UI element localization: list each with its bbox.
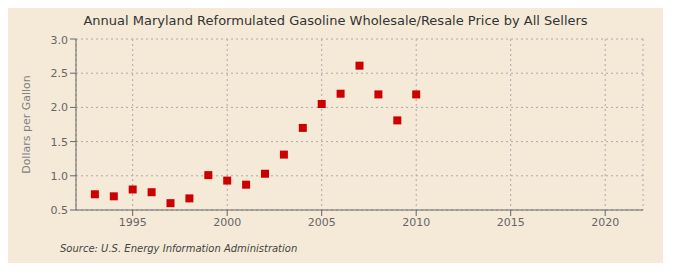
svg-text:2.0: 2.0 — [51, 101, 69, 114]
html-text:Annual Maryland Reformulated G: Annual Maryland Reformulated Gasoline Wh… — [83, 13, 588, 28]
svg-text:2020: 2020 — [591, 216, 619, 229]
svg-text:2010: 2010 — [402, 216, 430, 229]
svg-text:1.0: 1.0 — [51, 170, 69, 183]
svg-text:2015: 2015 — [497, 216, 525, 229]
svg-text:2.5: 2.5 — [51, 67, 69, 80]
svg-text:0.5: 0.5 — [51, 204, 69, 217]
svg-text:1995: 1995 — [119, 216, 147, 229]
svg-text:2005: 2005 — [308, 216, 336, 229]
svg-text:2000: 2000 — [213, 216, 241, 229]
html-text:Source: U.S. Energy Informatio: Source: U.S. Energy Information Administ… — [60, 243, 298, 254]
svg-text:Dollars per Gallon: Dollars per Gallon — [20, 75, 33, 174]
svg-text:3.0: 3.0 — [51, 34, 69, 47]
svg-text:1.5: 1.5 — [51, 136, 69, 149]
